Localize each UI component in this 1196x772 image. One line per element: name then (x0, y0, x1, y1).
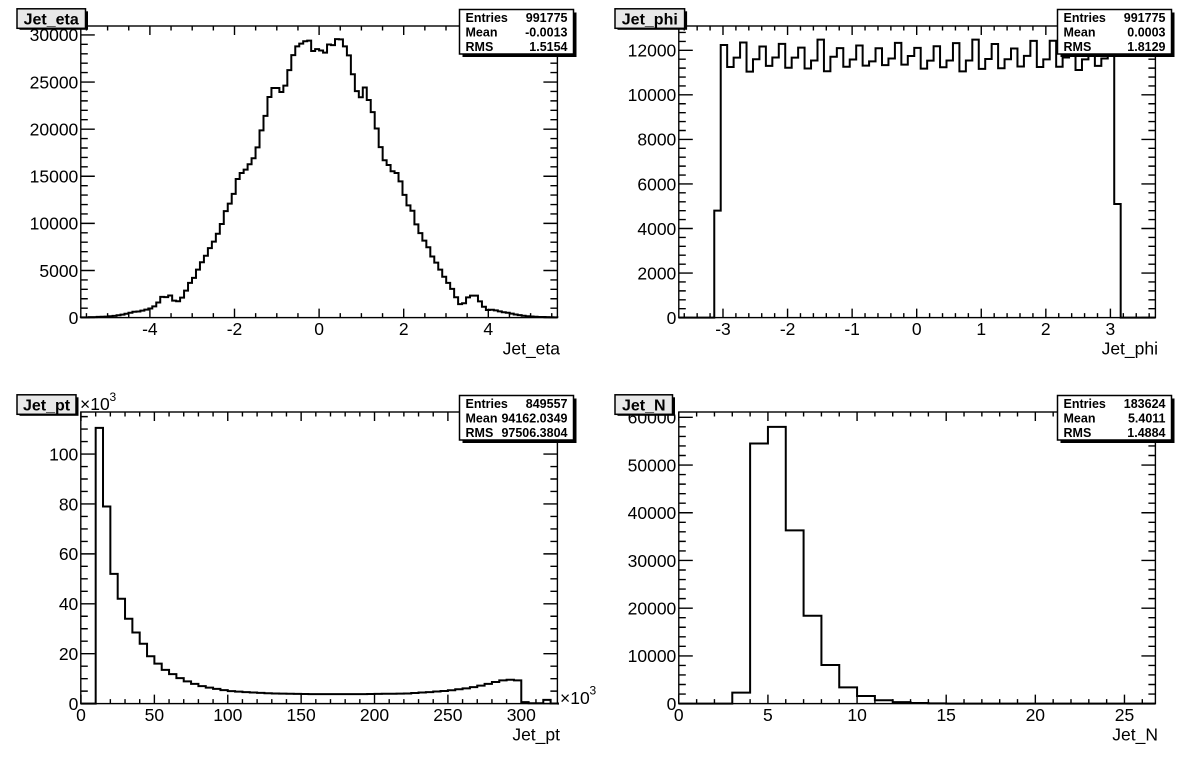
svg-text:25: 25 (1115, 705, 1134, 725)
svg-text:2: 2 (1041, 319, 1051, 339)
svg-text:250: 250 (433, 705, 462, 725)
svg-text:Jet_eta: Jet_eta (24, 11, 79, 28)
svg-text:4000: 4000 (637, 219, 676, 239)
svg-text:Entries: Entries (466, 11, 508, 25)
svg-text:100: 100 (49, 444, 78, 464)
svg-text:2000: 2000 (637, 263, 676, 283)
svg-text:15000: 15000 (30, 167, 79, 187)
svg-text:15: 15 (936, 705, 955, 725)
svg-text:Mean: Mean (466, 411, 498, 425)
svg-text:5000: 5000 (39, 261, 78, 281)
svg-text:-2: -2 (227, 319, 243, 339)
svg-text:Jet_phi: Jet_phi (622, 11, 678, 28)
svg-text:6000: 6000 (637, 174, 676, 194)
svg-text:Jet_N: Jet_N (622, 397, 666, 414)
svg-text:Entries: Entries (466, 397, 508, 411)
svg-text:1.4884: 1.4884 (1127, 426, 1165, 440)
svg-text:3: 3 (1106, 319, 1116, 339)
svg-text:Mean: Mean (1064, 411, 1096, 425)
svg-text:Mean: Mean (1064, 25, 1096, 39)
svg-text:Entries: Entries (1064, 397, 1106, 411)
svg-text:3: 3 (590, 684, 597, 698)
svg-text:5.4011: 5.4011 (1128, 411, 1166, 425)
svg-text:0: 0 (667, 694, 677, 714)
svg-text:200: 200 (360, 705, 389, 725)
svg-text:10000: 10000 (628, 646, 677, 666)
svg-text:12000: 12000 (628, 41, 677, 61)
svg-text:-3: -3 (715, 319, 731, 339)
svg-text:10000: 10000 (30, 214, 79, 234)
svg-text:-4: -4 (142, 319, 158, 339)
svg-text:20000: 20000 (30, 119, 79, 139)
svg-text:25000: 25000 (30, 72, 79, 92)
svg-text:30000: 30000 (30, 25, 79, 45)
svg-text:20000: 20000 (628, 599, 677, 619)
svg-text:Jet_eta: Jet_eta (503, 339, 561, 360)
svg-text:94162.0349: 94162.0349 (501, 411, 567, 425)
svg-text:1: 1 (976, 319, 986, 339)
svg-text:Mean: Mean (466, 25, 498, 39)
svg-text:0: 0 (667, 308, 677, 328)
svg-text:1.8129: 1.8129 (1127, 40, 1165, 54)
svg-text:20: 20 (1026, 705, 1046, 725)
svg-text:Jet_phi: Jet_phi (1102, 339, 1158, 360)
svg-text:183624: 183624 (1124, 397, 1166, 411)
svg-text:Jet_pt: Jet_pt (512, 725, 560, 746)
svg-text:50: 50 (145, 705, 165, 725)
svg-text:80: 80 (59, 494, 79, 514)
svg-text:4: 4 (483, 319, 493, 339)
svg-text:0.0003: 0.0003 (1127, 25, 1165, 39)
svg-text:97506.3804: 97506.3804 (501, 426, 567, 440)
svg-text:Jet_N: Jet_N (1112, 725, 1158, 746)
svg-text:×10: ×10 (560, 688, 590, 708)
svg-text:RMS: RMS (1064, 426, 1092, 440)
svg-text:991775: 991775 (1124, 11, 1166, 25)
svg-text:5: 5 (763, 705, 773, 725)
svg-text:0: 0 (69, 694, 79, 714)
svg-text:300: 300 (507, 705, 536, 725)
svg-text:20: 20 (59, 644, 79, 664)
svg-text:Entries: Entries (1064, 11, 1106, 25)
svg-text:60: 60 (59, 544, 79, 564)
svg-text:2: 2 (399, 319, 409, 339)
svg-text:-2: -2 (780, 319, 796, 339)
svg-text:0: 0 (674, 705, 684, 725)
svg-text:-1: -1 (844, 319, 860, 339)
svg-text:0: 0 (314, 319, 324, 339)
svg-text:Jet_pt: Jet_pt (23, 397, 71, 414)
svg-text:100: 100 (213, 705, 242, 725)
svg-text:1.5154: 1.5154 (529, 40, 567, 54)
svg-text:RMS: RMS (1064, 40, 1092, 54)
svg-text:30000: 30000 (628, 551, 677, 571)
svg-text:10000: 10000 (628, 85, 677, 105)
svg-text:991775: 991775 (526, 11, 568, 25)
svg-text:RMS: RMS (466, 40, 494, 54)
svg-text:40000: 40000 (628, 503, 677, 523)
svg-text:150: 150 (286, 705, 315, 725)
svg-text:0: 0 (76, 705, 86, 725)
svg-text:×10: ×10 (80, 394, 110, 414)
svg-text:40: 40 (59, 594, 79, 614)
svg-text:0: 0 (912, 319, 922, 339)
svg-text:849557: 849557 (526, 397, 568, 411)
svg-text:10: 10 (847, 705, 867, 725)
svg-text:3: 3 (110, 390, 117, 404)
svg-text:8000: 8000 (637, 130, 676, 150)
svg-text:50000: 50000 (628, 455, 677, 475)
svg-text:-0.0013: -0.0013 (525, 25, 567, 39)
svg-text:0: 0 (69, 308, 79, 328)
svg-text:RMS: RMS (466, 426, 494, 440)
